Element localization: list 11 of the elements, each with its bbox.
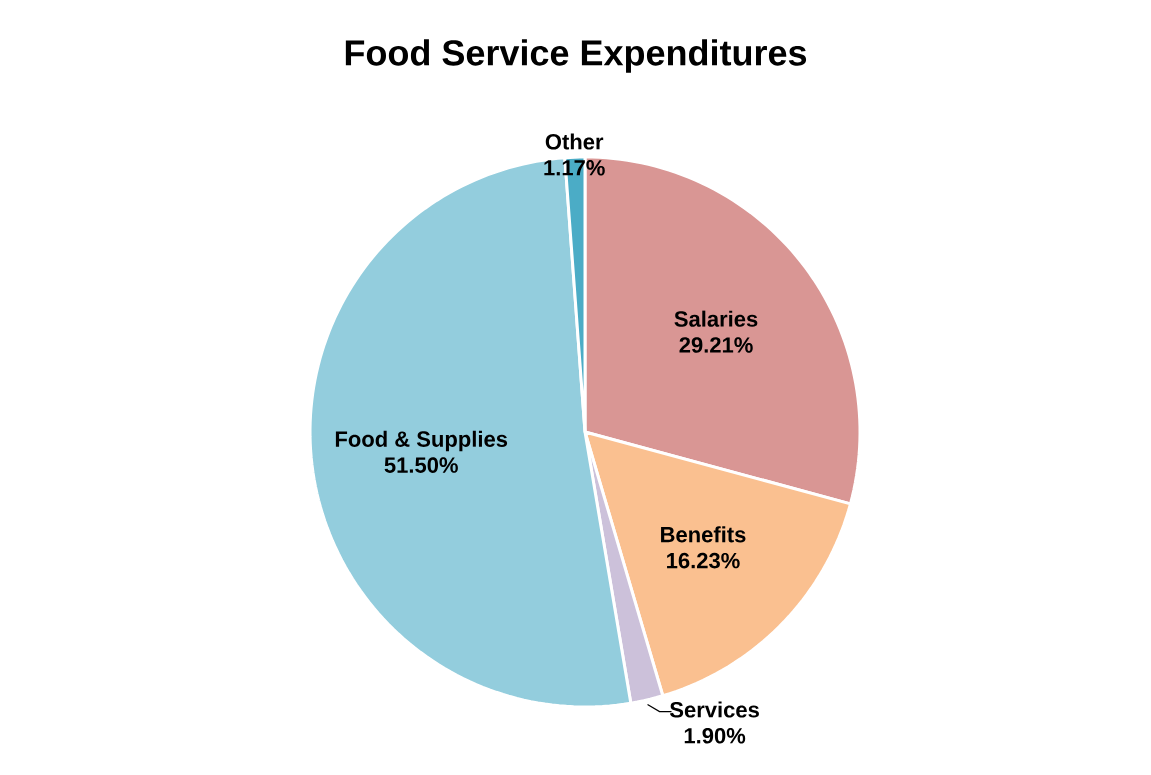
data-label: 29.21% [679,337,753,353]
slice-label: Benefits [661,526,746,543]
data-label: 1.90% [684,727,746,744]
chart-title: Food Service Expenditures [345,39,807,73]
data-label: 16.23% [667,552,740,569]
data-label: 51.50% [384,457,458,473]
slice-label: Services [669,701,759,718]
data-label: 1.17% [544,160,605,176]
slice-label: Salaries [674,310,758,327]
slice-label: Other [545,133,604,150]
slice-label: Food & Supplies [335,430,508,452]
